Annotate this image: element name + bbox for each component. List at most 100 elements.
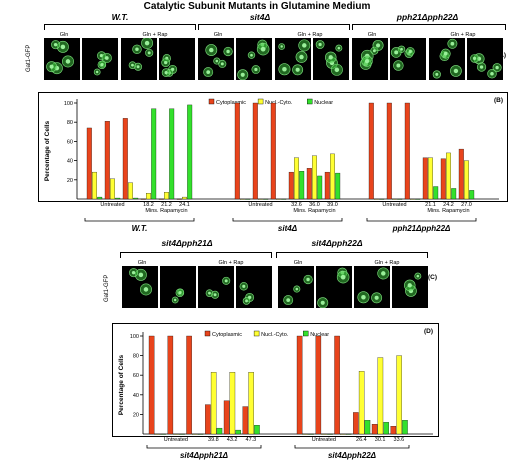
cell-nucleus xyxy=(143,287,149,292)
bar xyxy=(299,171,305,200)
cell-nucleus xyxy=(282,66,287,72)
bar xyxy=(182,196,187,200)
bar xyxy=(312,155,317,200)
cell-nucleus xyxy=(250,53,253,57)
cell-nucleus xyxy=(337,46,341,50)
cell-nucleus xyxy=(490,71,494,76)
rapamycin-time-label: 33.6 xyxy=(394,437,405,443)
bar xyxy=(160,433,166,435)
cell-nucleus xyxy=(135,47,139,52)
condition-gln-rap-sit4-pph21: Gln + Rap xyxy=(218,260,244,266)
rapamycin-time-label: 39.0 xyxy=(327,202,338,208)
bar xyxy=(240,198,245,200)
bar xyxy=(158,198,164,200)
legend-label: Cytoplasmic xyxy=(212,332,242,338)
legend-swatch xyxy=(302,330,309,337)
bar xyxy=(205,404,211,435)
bar xyxy=(415,198,421,200)
bar xyxy=(433,186,439,200)
micrograph-image xyxy=(316,266,352,309)
y-tick-label: 80 xyxy=(133,354,139,360)
cell-nucleus xyxy=(361,294,366,300)
strain-group-label: sit4Δpph21Δ xyxy=(180,451,229,460)
micrograph-image xyxy=(354,266,390,308)
cell-nucleus xyxy=(136,65,140,69)
strain-title-sit4: sit4Δ xyxy=(249,12,271,22)
cell-nucleus xyxy=(131,270,136,275)
panel-letter-b: (B) xyxy=(494,97,504,104)
cell-nucleus xyxy=(220,62,224,66)
bar xyxy=(248,372,254,435)
cell-nucleus xyxy=(295,67,300,72)
strain-group-bracket xyxy=(294,445,410,449)
micrograph-image xyxy=(44,38,80,80)
y-tick-label: 40 xyxy=(67,159,73,165)
micrograph-image xyxy=(429,38,465,80)
y-tick-label: 100 xyxy=(64,101,73,107)
bar xyxy=(216,427,223,435)
bar xyxy=(167,335,174,435)
bar xyxy=(368,102,374,200)
bar xyxy=(379,198,385,200)
bar xyxy=(173,433,179,435)
bar xyxy=(390,426,397,435)
bar xyxy=(302,433,309,435)
legend-label: Nuclear xyxy=(310,332,329,338)
cell-nucleus xyxy=(215,59,219,63)
bar xyxy=(164,192,169,200)
strain-title-sit4-pph22: sit4Δpph22Δ xyxy=(311,238,363,248)
bar xyxy=(128,182,133,200)
rapamycin-time-label: 30.1 xyxy=(375,437,386,443)
bar xyxy=(281,198,287,200)
cell-nucleus xyxy=(254,67,258,72)
cell-nucleus xyxy=(65,59,71,64)
strain-group-bracket xyxy=(232,218,343,222)
bar xyxy=(115,197,121,200)
bar xyxy=(97,196,103,200)
strain-title-pph21-pph22: pph21Δpph22Δ xyxy=(396,12,459,22)
strain-bracket-sit4-pph22 xyxy=(276,252,428,258)
rapamycin-time-label: 21.1 xyxy=(425,202,436,208)
bar xyxy=(404,102,410,200)
cell-nucleus xyxy=(416,274,420,278)
micrograph-image xyxy=(352,38,388,80)
y-tick-label: 20 xyxy=(133,412,139,418)
cell-nucleus xyxy=(60,44,66,50)
micrograph-image xyxy=(160,266,196,308)
legend-label: Nuclear xyxy=(314,100,333,106)
y-tick-label: 100 xyxy=(130,334,139,340)
cell-nucleus xyxy=(173,298,177,302)
bar xyxy=(440,158,446,200)
strain-bracket-pph21-pph22 xyxy=(352,24,506,30)
bar xyxy=(464,160,469,200)
bar xyxy=(306,168,312,200)
strain-title-sit4-pph21: sit4Δpph21Δ xyxy=(161,238,213,248)
strain-group-bracket xyxy=(366,218,477,222)
condition-gln-sit4-pph21: Gln xyxy=(137,260,147,266)
bar xyxy=(330,153,335,200)
cell-nucleus xyxy=(472,56,477,61)
cell-nucleus xyxy=(95,70,99,74)
strain-group-bracket xyxy=(146,445,262,449)
cell-nucleus xyxy=(381,271,386,276)
strain-bracket-sit4 xyxy=(198,24,350,30)
cell-nucleus xyxy=(178,291,182,295)
chart-panel-d: 20 40 60 80 100 Percentage of Cells Cytoplasmi… xyxy=(112,323,439,437)
cell-nucleus xyxy=(407,283,412,288)
bar xyxy=(392,198,397,200)
rapamycin-time-label: 18.2 xyxy=(143,202,154,208)
micrograph-image xyxy=(198,38,234,80)
condition-gln-wt: Gln xyxy=(59,32,69,38)
bar xyxy=(324,171,330,200)
cell-nucleus xyxy=(208,291,211,295)
bar xyxy=(383,422,389,435)
micrograph-image xyxy=(121,37,157,80)
figure-title: Catalytic Subunit Mutants in Glutamine M… xyxy=(143,1,371,12)
gfp-label-top: Gat1-GFP xyxy=(26,44,32,72)
rapamycin-time-label: 43.2 xyxy=(227,437,238,443)
cell-nucleus xyxy=(318,42,322,47)
bar xyxy=(234,102,240,200)
gfp-label-bottom: Gat1-GFP xyxy=(104,274,110,302)
bar xyxy=(258,198,263,200)
cell-nucleus xyxy=(396,63,401,68)
